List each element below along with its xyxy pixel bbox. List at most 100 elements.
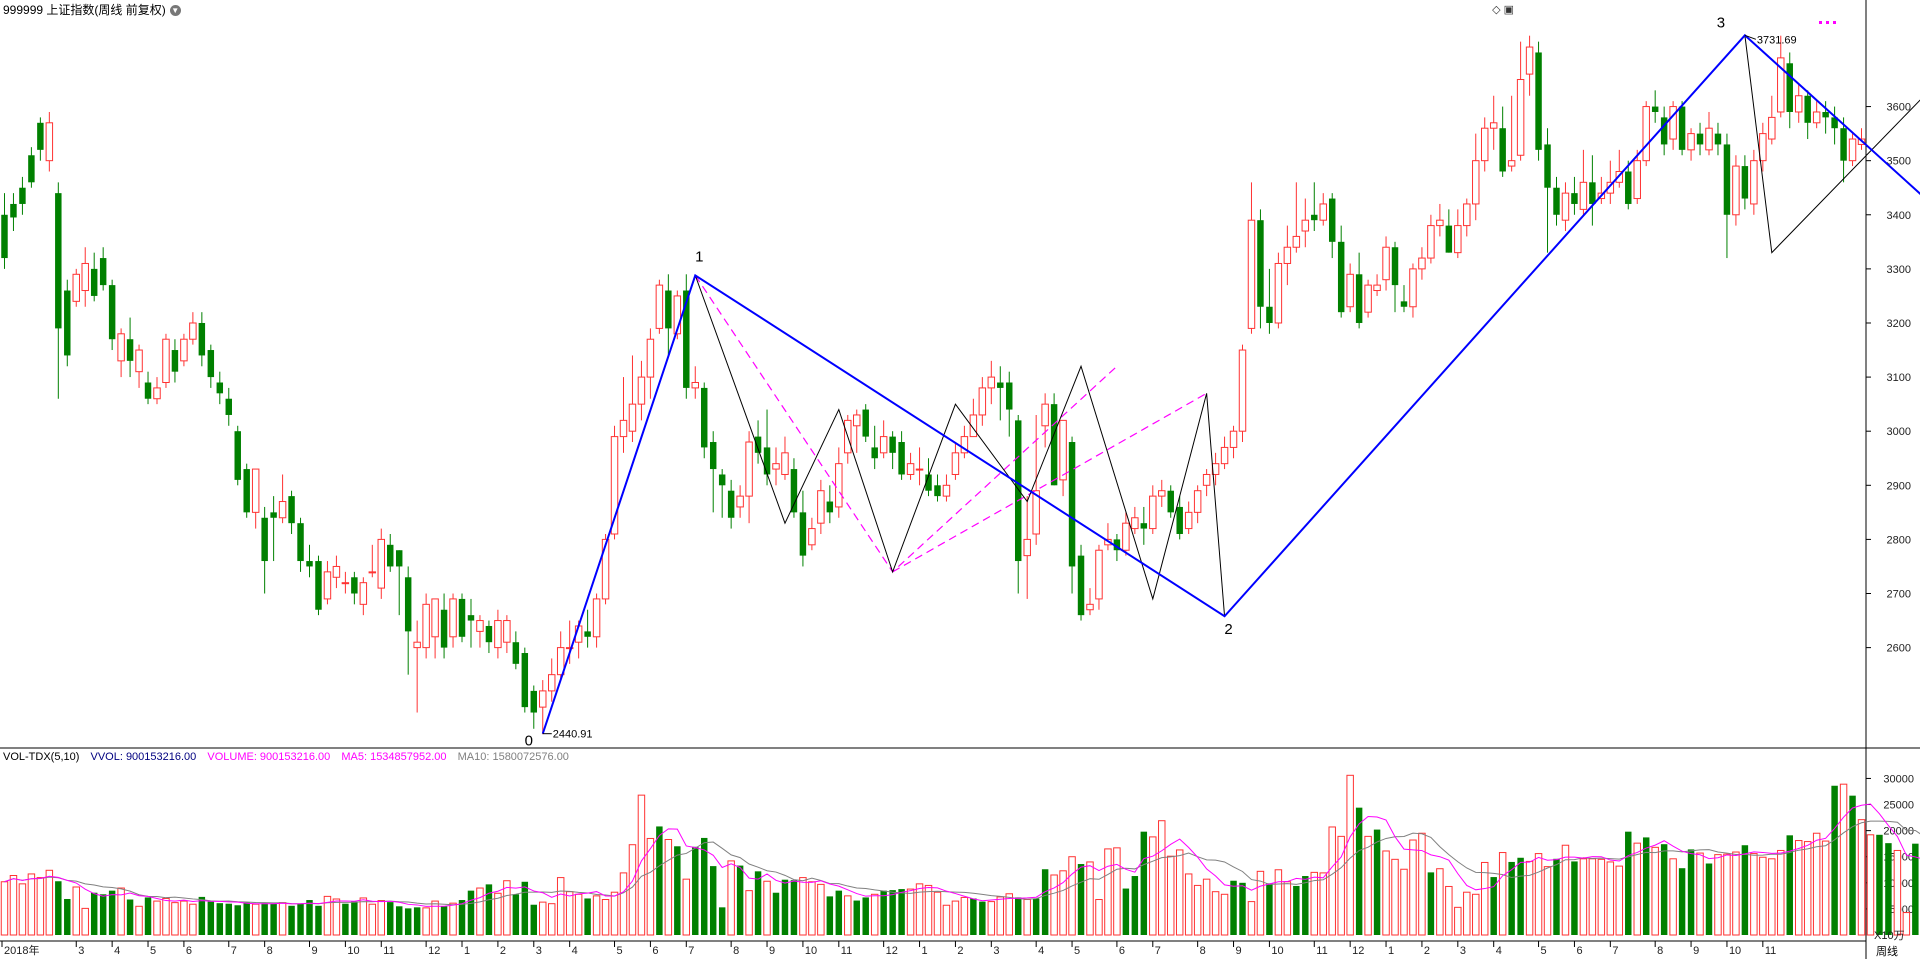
candle-body xyxy=(1131,517,1139,530)
candle-body xyxy=(1480,127,1489,162)
price-tick-label: 3000 xyxy=(1887,426,1911,438)
volume-bar xyxy=(979,901,986,935)
volume-bar xyxy=(521,881,529,935)
price-tick-label: 2700 xyxy=(1887,589,1911,601)
price-tick-label: 3300 xyxy=(1887,264,1911,276)
candle xyxy=(99,247,107,291)
candle-body xyxy=(1445,225,1453,253)
volume-bar xyxy=(1812,832,1821,936)
time-tick-label: 3 xyxy=(1460,945,1466,957)
candle-body xyxy=(1732,165,1740,216)
wave-label: 2 xyxy=(1224,621,1232,638)
volume-bar xyxy=(951,900,960,936)
candle-body xyxy=(135,349,143,373)
volume-bar xyxy=(1068,856,1076,936)
candle xyxy=(81,247,89,307)
candle xyxy=(701,382,708,459)
candle-body xyxy=(1301,219,1310,232)
candle-body xyxy=(1651,106,1659,112)
time-axis: 2018年 3 4 5 6 7 8 9 10 11 12 1 2 3 4 5 6 7 8 9 10 11 12 1 2 3 4 5 6 7… xyxy=(1,941,1776,957)
candle xyxy=(1454,209,1462,259)
candle xyxy=(960,425,969,459)
candle-body xyxy=(1768,116,1776,140)
candle xyxy=(216,371,224,405)
candle-body xyxy=(637,376,646,405)
window-restore-icon[interactable]: ▣ xyxy=(1503,4,1514,16)
candle-body xyxy=(72,273,80,302)
volume-bar xyxy=(547,903,556,936)
volume-indicator-name[interactable]: VOL-TDX(5,10) xyxy=(3,751,80,763)
candle-body xyxy=(1,214,8,259)
diamond-icon[interactable]: ◇ xyxy=(1492,4,1501,16)
volume-bar xyxy=(1427,872,1435,935)
volume-unit-label: X10万 xyxy=(1874,930,1905,942)
candle-body xyxy=(1059,419,1067,481)
candle xyxy=(1140,506,1148,545)
candle xyxy=(844,414,852,464)
volume-bar xyxy=(458,900,466,935)
volume-bar xyxy=(297,903,304,935)
dots-icon xyxy=(1833,21,1836,24)
volume-bar xyxy=(1669,858,1677,936)
candle-body xyxy=(1507,160,1516,167)
volume-bar xyxy=(987,901,996,936)
volume-bar xyxy=(1902,912,1911,936)
volume-bar xyxy=(189,903,197,936)
candle xyxy=(440,593,448,659)
candle xyxy=(1732,155,1740,226)
candle-body xyxy=(225,398,232,415)
candle-body xyxy=(745,441,753,497)
volume-bar xyxy=(1750,853,1758,936)
candle xyxy=(1202,469,1211,497)
volume-legend: VOL-TDX(5,10) VVOL: 900153216.00 VOLUME:… xyxy=(3,750,577,764)
time-tick-label: 11 xyxy=(1316,945,1327,957)
volume-bar xyxy=(1149,836,1157,936)
volume-bar xyxy=(494,892,502,936)
candle xyxy=(754,420,762,464)
candle xyxy=(251,468,260,529)
period-label[interactable]: 周线 xyxy=(1876,946,1898,958)
volume-bar xyxy=(1095,899,1103,936)
volume-bar xyxy=(171,902,179,936)
candle-body xyxy=(925,474,932,491)
candle xyxy=(1669,101,1677,150)
volume-bar xyxy=(261,903,268,935)
candle-body xyxy=(1014,420,1022,562)
candle xyxy=(628,355,637,443)
time-tick-label: 9 xyxy=(1693,945,1699,957)
candle-body xyxy=(1454,225,1462,254)
candle xyxy=(449,593,457,648)
volume-bar xyxy=(701,837,708,935)
candle-body xyxy=(1589,182,1596,204)
candle xyxy=(108,279,116,351)
volume-bar xyxy=(1705,863,1713,935)
volume-bar xyxy=(1839,783,1848,936)
candle-body xyxy=(556,647,565,676)
candle xyxy=(1238,344,1247,443)
candle-body xyxy=(997,382,1004,388)
candle-body xyxy=(655,284,664,329)
candle xyxy=(387,533,394,572)
candle-body xyxy=(530,690,538,713)
time-tick-label: 7 xyxy=(1612,945,1618,957)
candle xyxy=(1266,268,1273,334)
candle-body xyxy=(1840,128,1847,161)
candle xyxy=(306,544,313,578)
candle-body xyxy=(1553,187,1560,215)
volume-bar xyxy=(1005,893,1013,936)
ma10-line xyxy=(4,820,1920,906)
candle-body xyxy=(879,436,888,454)
volume-bar xyxy=(467,890,475,935)
volume-bar xyxy=(674,846,681,935)
candle xyxy=(1499,106,1506,177)
candle xyxy=(1382,236,1390,291)
time-tick-label: 1 xyxy=(464,945,470,957)
dots-icon xyxy=(1826,21,1829,24)
volume-bar xyxy=(610,891,619,936)
volume-bar xyxy=(1328,826,1336,936)
candle-body xyxy=(1848,138,1857,162)
chevron-down-icon[interactable]: ▼ xyxy=(169,5,181,17)
candle-body xyxy=(915,468,924,471)
candle-body xyxy=(1140,523,1148,529)
